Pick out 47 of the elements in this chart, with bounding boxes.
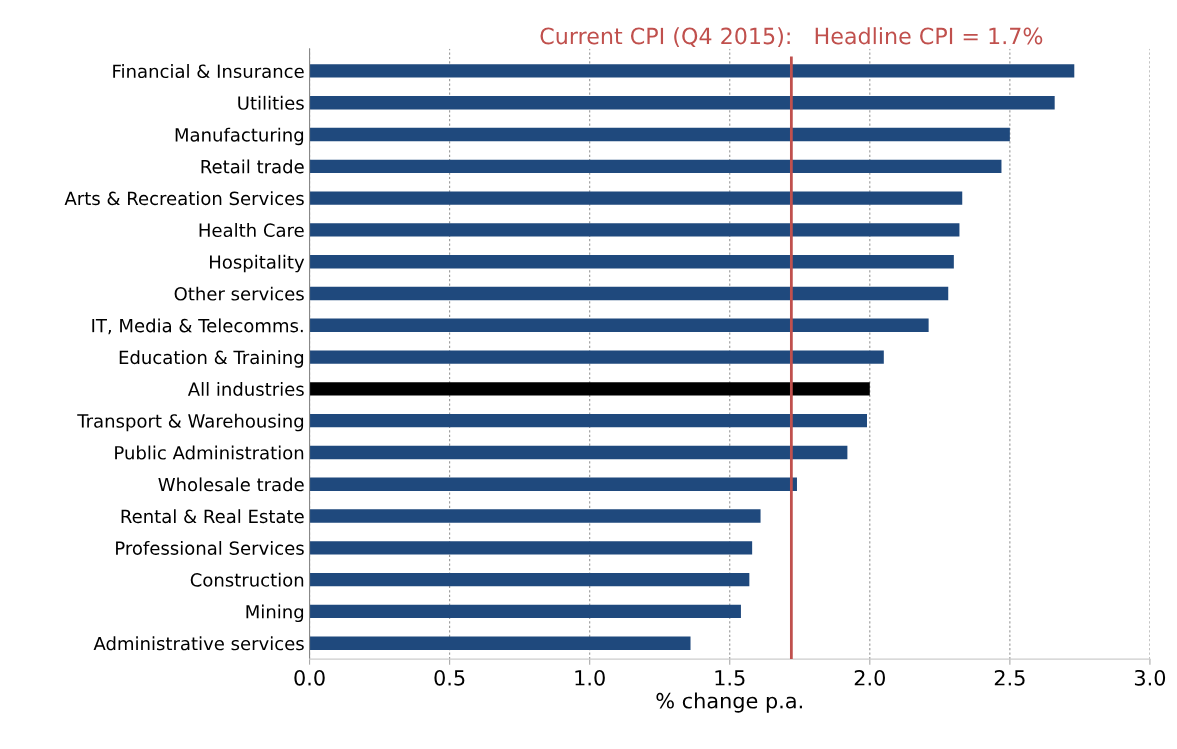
x-tick-label: 0.0	[294, 669, 325, 686]
y-tick-label: Hospitality	[210, 254, 305, 273]
y-tick-label: All industries	[187, 382, 304, 396]
y-tick-label: Professional Services	[116, 540, 304, 555]
y-tick-label: Public Administration	[115, 445, 304, 460]
bar	[309, 191, 963, 205]
bar	[309, 318, 929, 332]
y-tick-label: Health Care	[199, 223, 304, 238]
x-tick-label: 0.5	[434, 669, 465, 686]
x-axis-title: % change p.a.	[656, 692, 802, 713]
x-tick-label: 3.0	[1134, 669, 1166, 686]
bar	[309, 477, 797, 491]
y-tick-label: Manufacturing	[175, 127, 304, 146]
bar	[309, 445, 848, 460]
bar	[309, 64, 1075, 78]
bar	[309, 604, 741, 619]
x-tick-label: 1.5	[715, 670, 745, 686]
bar	[309, 382, 870, 396]
bar	[309, 541, 753, 555]
ref-line-label: Current CPI (Q4 2015): Headline CPI = 1.7%	[540, 27, 1043, 47]
y-tick-label: Retail trade	[201, 159, 304, 174]
bar	[309, 255, 954, 269]
bar	[309, 350, 884, 364]
x-tick-label: 2.0	[854, 669, 885, 686]
y-tick-label: Utilities	[238, 95, 304, 110]
y-tick-label: IT, Media & Telecomms.	[92, 318, 303, 335]
bar	[309, 159, 1002, 173]
x-tick-label: 1.0	[575, 669, 605, 686]
y-tick-label: Construction	[190, 572, 304, 587]
bar	[309, 509, 761, 523]
y-tick-label: Financial & Insurance	[113, 64, 304, 79]
bar	[309, 223, 960, 237]
y-tick-label: Administrative services	[93, 636, 304, 651]
y-tick-label: Transport & Warehousing	[77, 413, 304, 432]
y-tick-label: Rental & Real Estate	[121, 509, 304, 524]
y-tick-label: Arts & Recreation Services	[64, 191, 304, 206]
bar	[309, 286, 949, 301]
y-tick-label: Other services	[174, 286, 304, 301]
bar	[309, 96, 1055, 110]
y-tick-label: Education & Training	[119, 350, 304, 368]
y-tick-label: Wholesale trade	[158, 477, 304, 492]
bar	[309, 413, 867, 428]
x-tick-label: 2.5	[994, 669, 1025, 686]
bar	[309, 636, 691, 650]
y-tick-label: Mining	[246, 604, 304, 623]
bar	[309, 572, 750, 587]
bar	[309, 127, 1010, 142]
